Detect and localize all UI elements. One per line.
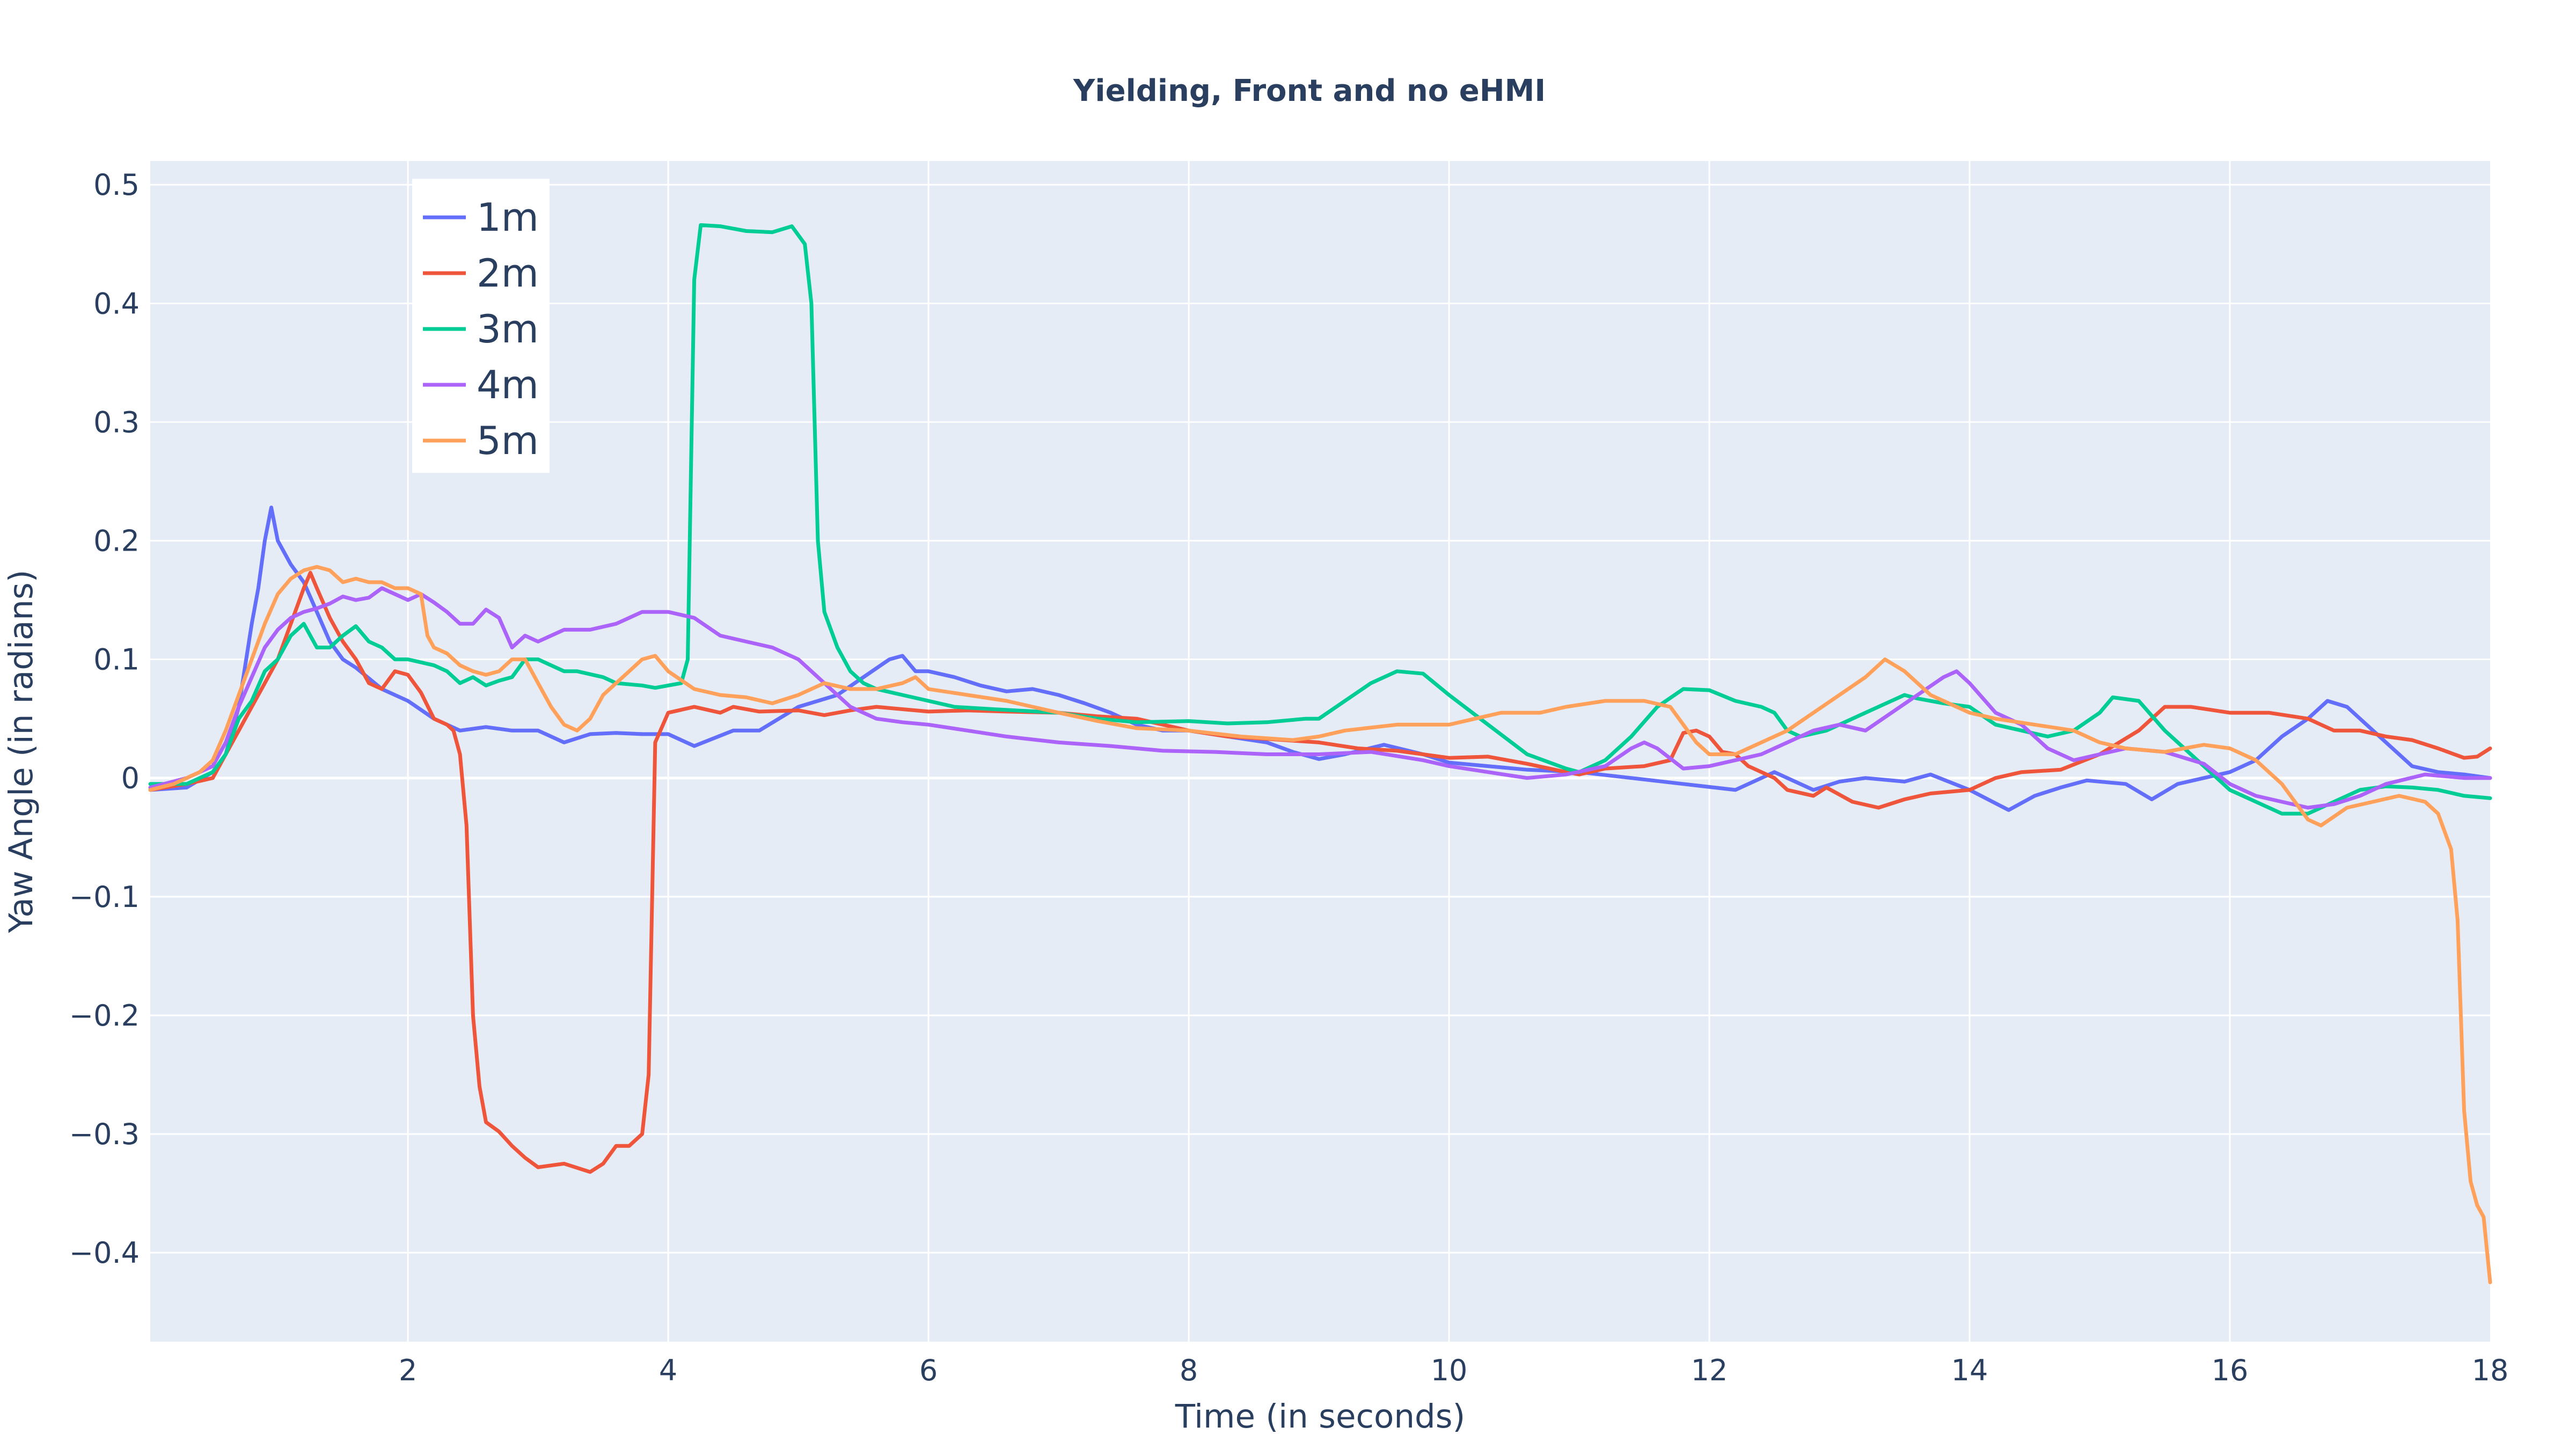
legend-item-2m[interactable]: 2m — [423, 251, 539, 296]
y-tick-label: 0.4 — [93, 287, 140, 320]
legend-item-3m[interactable]: 3m — [423, 306, 539, 352]
x-tick-label: 8 — [1180, 1353, 1198, 1387]
x-tick-label: 12 — [1691, 1353, 1728, 1387]
series-line-2m — [148, 570, 2492, 1174]
legend-label: 4m — [477, 362, 539, 407]
y-tick-label: 0 — [121, 762, 140, 795]
x-tick-label: 10 — [1431, 1353, 1468, 1387]
grid-lines — [150, 161, 2490, 1342]
x-axis-title: Time (in seconds) — [1175, 1397, 1466, 1436]
y-axis-ticks: −0.4 −0.3 −0.2 −0.1 0 0.1 0.2 0.3 0.4 0.5 — [69, 168, 140, 1270]
legend-background — [412, 179, 550, 473]
y-tick-label: −0.2 — [69, 999, 140, 1033]
x-tick-label: 14 — [1951, 1353, 1988, 1387]
x-tick-label: 2 — [399, 1353, 417, 1387]
y-tick-label: −0.1 — [69, 880, 140, 914]
y-tick-label: −0.4 — [69, 1236, 140, 1270]
legend-item-1m[interactable]: 1m — [423, 195, 539, 240]
y-tick-label: 0.1 — [93, 643, 140, 677]
y-tick-label: 0.5 — [93, 168, 140, 202]
chart-title: Yielding, Front and no eHMI — [1073, 74, 1546, 108]
x-axis-ticks: 2 4 6 8 10 12 14 16 18 — [399, 1353, 2508, 1387]
x-tick-label: 16 — [2212, 1353, 2249, 1387]
series-line-1m — [148, 506, 2492, 812]
y-tick-label: 0.3 — [93, 405, 140, 439]
x-tick-label: 4 — [659, 1353, 677, 1387]
x-tick-label: 6 — [919, 1353, 938, 1387]
y-axis-title: Yaw Angle (in radians) — [2, 569, 40, 933]
legend-label: 5m — [477, 418, 539, 463]
legend-item-5m[interactable]: 5m — [423, 418, 539, 463]
legend[interactable]: 1m 2m 3m 4m 5m — [412, 179, 550, 473]
legend-label: 2m — [477, 251, 539, 296]
legend-label: 3m — [477, 306, 539, 352]
series-line-4m — [148, 586, 2492, 810]
legend-label: 1m — [477, 195, 539, 240]
series-line-5m — [148, 565, 2492, 1284]
legend-item-4m[interactable]: 4m — [423, 362, 539, 407]
series-lines — [148, 223, 2492, 1284]
y-tick-label: −0.3 — [69, 1117, 140, 1151]
y-tick-label: 0.2 — [93, 524, 140, 558]
x-tick-label: 18 — [2472, 1353, 2509, 1387]
